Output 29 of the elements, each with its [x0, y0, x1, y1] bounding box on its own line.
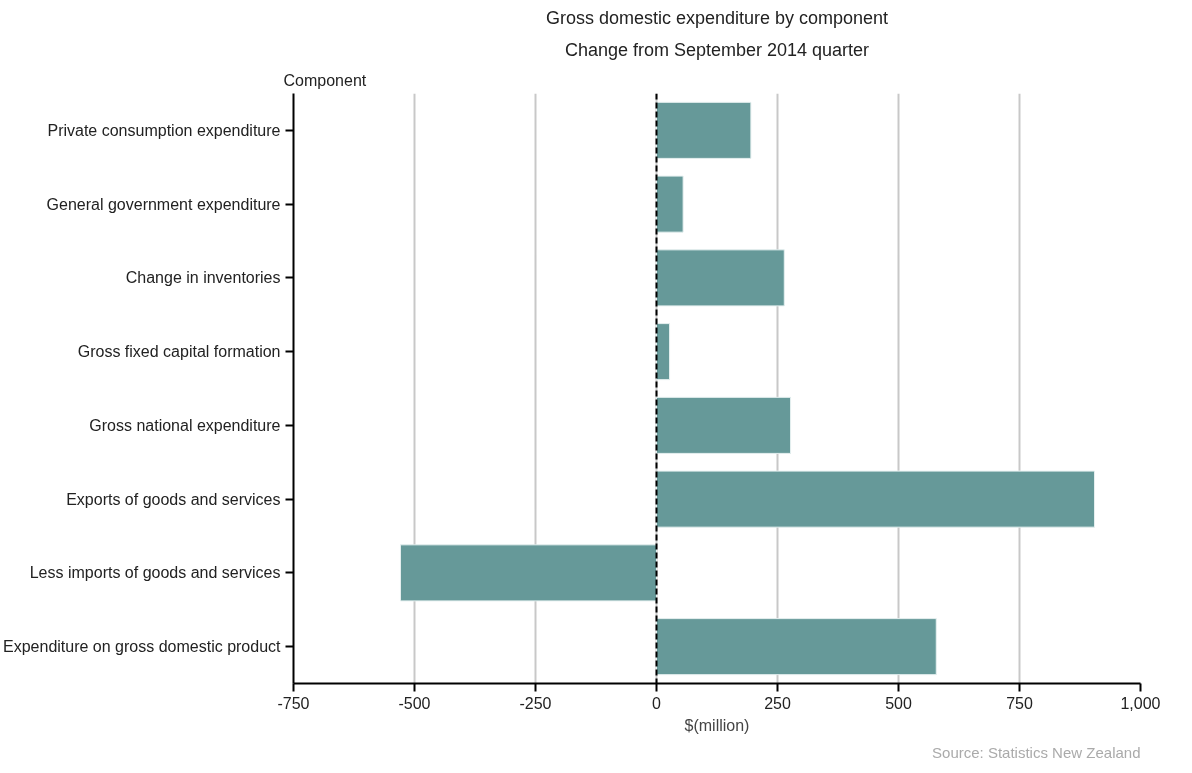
chart-subtitle: Change from September 2014 quarter: [564, 39, 870, 60]
bar: [656, 101, 752, 159]
y-tick-label: Expenditure on gross domestic product: [3, 638, 282, 656]
bar: [656, 396, 792, 454]
y-tick-label: General government expenditure: [46, 195, 281, 213]
x-tick-label: -250: [519, 694, 552, 712]
bar: [656, 323, 671, 381]
bar: [656, 470, 1096, 528]
x-tick-label: 500: [885, 694, 912, 712]
x-tick-label: -750: [277, 694, 310, 712]
y-tick-label: Exports of goods and services: [66, 490, 281, 508]
x-tick-label: 1,000: [1120, 694, 1161, 712]
y-tick-label: Less imports of goods and services: [29, 564, 281, 582]
bar: [656, 249, 785, 307]
x-axis-title: $(million): [684, 716, 750, 734]
source-note: Source: Statistics New Zealand: [932, 743, 1141, 761]
bar: [399, 544, 657, 602]
chart-title: Gross domestic expenditure by component: [545, 7, 889, 28]
y-tick-label: Change in inventories: [125, 269, 281, 287]
y-tick-label: Gross national expenditure: [89, 416, 281, 434]
y-axis-title: Component: [283, 71, 367, 89]
x-tick-label: 0: [652, 694, 662, 712]
y-tick-label: Gross fixed capital formation: [77, 343, 281, 361]
x-tick-label: 250: [764, 694, 791, 712]
x-tick-label: 750: [1006, 694, 1033, 712]
bar: [656, 618, 937, 676]
x-tick-label: -500: [398, 694, 431, 712]
y-tick-label: Private consumption expenditure: [47, 121, 281, 139]
bar: [656, 175, 684, 233]
